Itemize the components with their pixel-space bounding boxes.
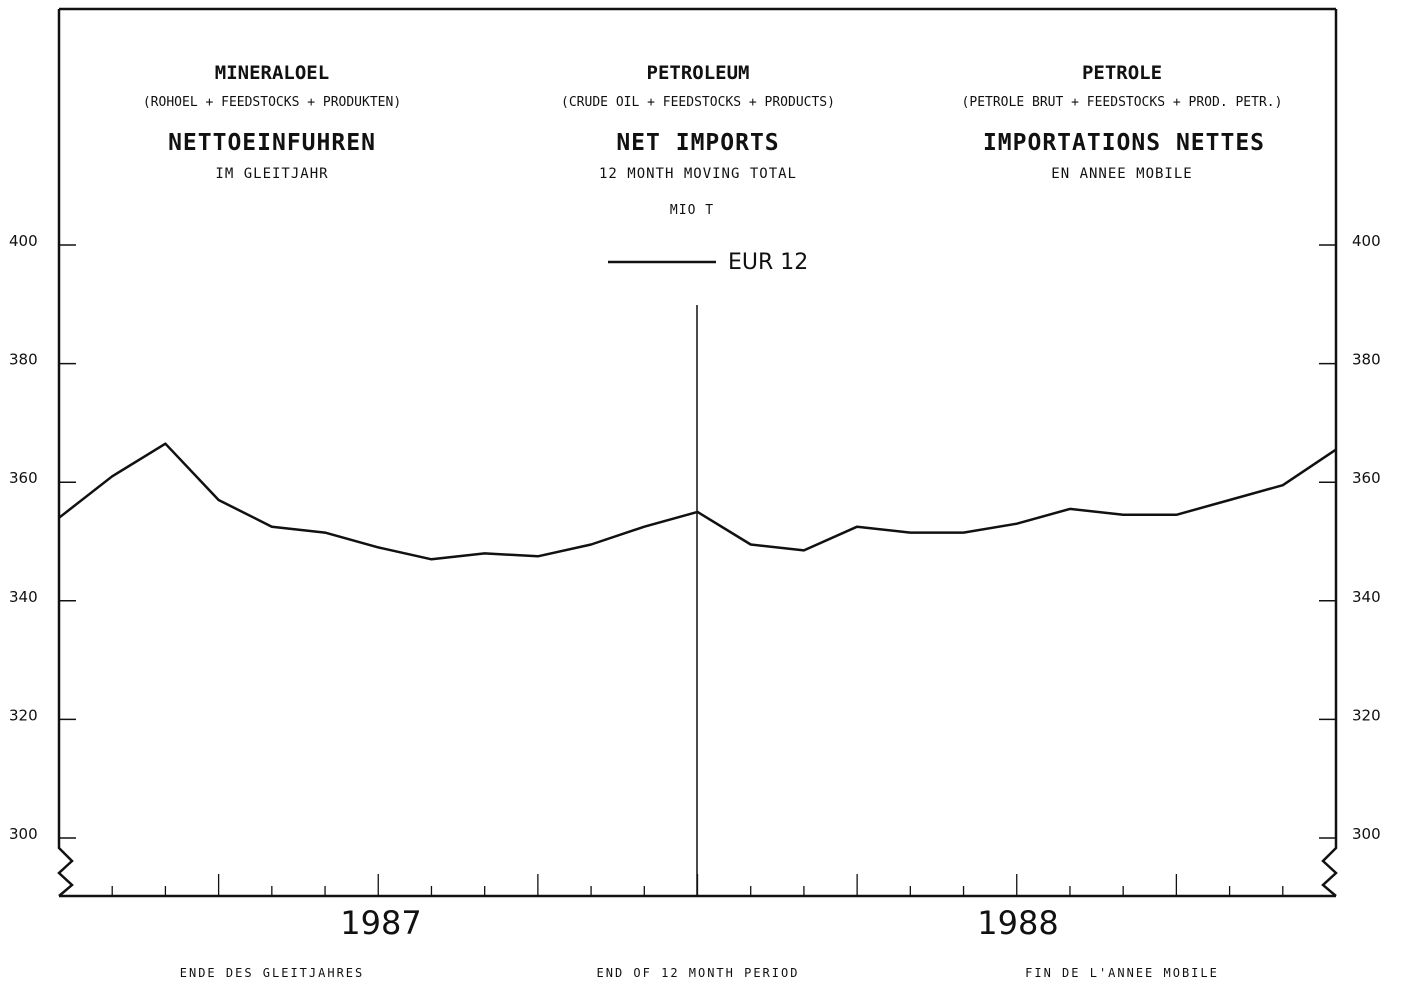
y-tick-label-right: 400: [1352, 232, 1381, 250]
year-label-1988: 1988: [977, 904, 1058, 942]
y-tick-label-left: 380: [9, 351, 38, 369]
subtitle-en: (CRUDE OIL + FEEDSTOCKS + PRODUCTS): [561, 95, 835, 110]
right-axis: [1321, 9, 1338, 897]
y-tick-label-right: 360: [1352, 469, 1381, 487]
main-title-fr: IMPORTATIONS NETTES: [983, 130, 1265, 156]
y-tick-label-right: 320: [1352, 706, 1381, 724]
y-tick-label-right: 300: [1352, 825, 1381, 843]
footer-en: END OF 12 MONTH PERIOD: [597, 966, 800, 980]
note-en: 12 MONTH MOVING TOTAL: [599, 166, 797, 182]
unit-label: MIO T: [670, 203, 714, 218]
x-axis-ticks: [111, 874, 1284, 896]
y-tick-label-left: 300: [9, 825, 38, 843]
series-layer: [58, 442, 1337, 561]
y-tick-label-left: 360: [9, 469, 38, 487]
title-en: PETROLEUM: [647, 62, 750, 84]
title-de: MINERALOEL: [215, 62, 329, 84]
y-tick-label-right: 380: [1352, 351, 1381, 369]
left-axis: [57, 9, 74, 897]
subtitle-fr: (PETROLE BRUT + FEEDSTOCKS + PROD. PETR.…: [962, 95, 1283, 110]
footer-de: ENDE DES GLEITJAHRES: [180, 966, 365, 980]
title-fr: PETROLE: [1082, 62, 1162, 84]
y-axis-ticks: 300 300 320 320 340 340 360 360 380 380 400 400: [9, 232, 1381, 843]
y-tick-label-right: 340: [1352, 588, 1381, 606]
main-title-en: NET IMPORTS: [616, 130, 779, 156]
y-tick-label-left: 400: [9, 232, 38, 250]
legend-label: EUR 12: [728, 250, 808, 275]
series-line-eur12: [58, 442, 1337, 561]
year-label-1987: 1987: [340, 904, 421, 942]
note-fr: EN ANNEE MOBILE: [1051, 166, 1192, 182]
main-title-de: NETTOEINFUHREN: [168, 130, 376, 156]
y-tick-label-left: 320: [9, 706, 38, 724]
footer-fr: FIN DE L'ANNEE MOBILE: [1025, 966, 1219, 980]
y-tick-label-left: 340: [9, 588, 38, 606]
subtitle-de: (ROHOEL + FEEDSTOCKS + PRODUKTEN): [143, 95, 401, 110]
note-de: IM GLEITJAHR: [215, 166, 328, 182]
